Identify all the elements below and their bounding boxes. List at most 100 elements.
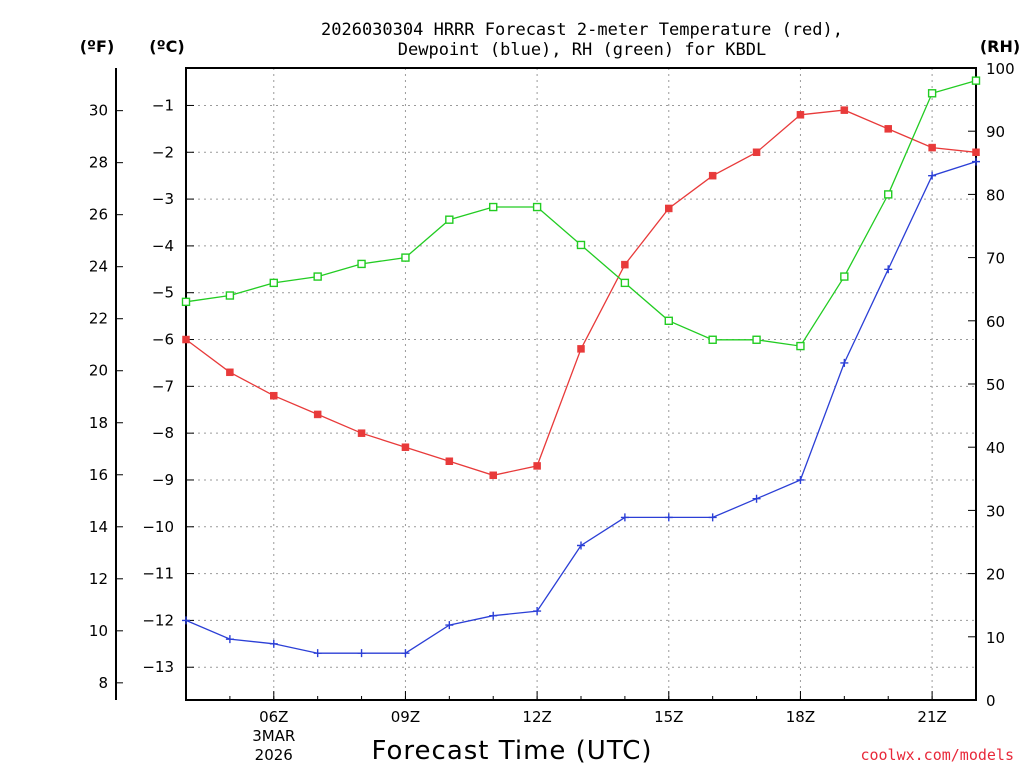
temperature-line <box>185 109 977 476</box>
tick-labels: 8 10 12 14 16 18 20 22 24 26 28 30 −1 −2 −3 −4 −5 −6 −7 −8 −… <box>89 60 1015 764</box>
rh-point <box>884 190 893 199</box>
temperature-point <box>928 143 936 152</box>
rh-line <box>185 79 977 347</box>
fahrenheit-tick-label: 8 <box>98 674 108 692</box>
dewpoint-point <box>225 635 234 644</box>
rh-tick-label: 80 <box>986 186 1005 204</box>
dewpoint-point <box>489 611 498 620</box>
rh-point <box>532 202 542 212</box>
temperature-point <box>840 106 849 114</box>
rh-tick-label: 70 <box>986 250 1005 268</box>
celsius-tick-label: −12 <box>142 611 174 629</box>
temperature-point <box>182 335 190 344</box>
x-tick-label: 12Z <box>522 708 551 726</box>
temperature-series <box>182 106 980 480</box>
rh-point <box>708 335 717 344</box>
celsius-tick-label: −7 <box>152 377 174 395</box>
temperature-point <box>401 443 410 451</box>
rh-point <box>225 291 235 300</box>
celsius-tick-label: −5 <box>152 284 174 302</box>
fahrenheit-tick-label: 24 <box>89 258 108 276</box>
fahrenheit-unit-label: (ºF) <box>80 37 115 56</box>
dewpoint-point <box>533 607 542 616</box>
x-tick-label: 21Z <box>917 708 946 726</box>
celsius-unit-label: (ºC) <box>149 37 184 56</box>
fahrenheit-tick-label: 22 <box>89 310 108 328</box>
fahrenheit-tick-label: 28 <box>89 154 108 172</box>
temperature-point <box>972 148 980 157</box>
rh-tick-label: 10 <box>986 629 1005 647</box>
rh-point <box>620 278 630 288</box>
celsius-tick-label: −3 <box>152 190 174 208</box>
chart-title-line2: Dewpoint (blue), RH (green) for KBDL <box>398 40 766 60</box>
axes <box>115 67 977 701</box>
rh-point <box>181 297 191 307</box>
chart-title-line1: 2026030304 HRRR Forecast 2-meter Tempera… <box>321 20 843 40</box>
fahrenheit-tick-label: 20 <box>89 362 108 380</box>
dewpoint-point <box>577 541 585 550</box>
temperature-point <box>708 171 717 180</box>
x-tick-date-label: 3MAR <box>252 727 295 745</box>
rh-tick-label: 90 <box>986 123 1005 141</box>
fahrenheit-tick-label: 14 <box>89 518 108 536</box>
temperature-point <box>884 125 892 133</box>
temperature-point <box>665 204 673 213</box>
rh-point <box>401 253 410 262</box>
site-credit: coolwx.com/models <box>860 746 1014 764</box>
dewpoint-point <box>357 649 366 658</box>
x-tick-label: 18Z <box>786 708 815 726</box>
dewpoint-point <box>884 265 893 274</box>
rh-series <box>181 76 981 351</box>
dewpoint-point <box>752 494 761 503</box>
grid-lines <box>186 68 976 700</box>
rh-point <box>313 272 322 281</box>
dewpoint-series <box>182 157 980 658</box>
fahrenheit-tick-label: 16 <box>89 466 108 484</box>
fahrenheit-tick-label: 26 <box>89 206 108 224</box>
celsius-tick-label: −11 <box>142 565 174 583</box>
dewpoint-point <box>182 616 190 625</box>
rh-point <box>489 202 498 212</box>
temperature-point <box>577 345 585 353</box>
plot-frame <box>185 67 977 701</box>
rh-tick-label: 50 <box>986 376 1005 394</box>
celsius-tick-label: −8 <box>152 424 174 442</box>
rh-point <box>927 89 937 98</box>
dewpoint-point <box>928 171 937 180</box>
temperature-point <box>621 260 629 269</box>
dewpoint-point <box>401 649 410 658</box>
dewpoint-point <box>664 513 673 522</box>
celsius-tick-label: −9 <box>152 471 174 489</box>
x-axis-title: Forecast Time (UTC) <box>371 736 652 766</box>
temperature-point <box>533 462 541 470</box>
temperature-point <box>270 391 278 400</box>
temperature-point <box>752 148 761 157</box>
rh-point <box>664 316 673 325</box>
rh-point <box>445 215 454 224</box>
temperature-point <box>796 111 805 119</box>
rh-tick-label: 20 <box>986 566 1005 584</box>
dewpoint-line <box>185 160 977 654</box>
rh-tick-label: 100 <box>986 60 1015 78</box>
temperature-point <box>445 457 454 465</box>
temperature-point <box>357 429 366 437</box>
rh-point <box>796 341 805 351</box>
rh-point <box>576 240 586 250</box>
rh-point <box>269 278 278 288</box>
dewpoint-point <box>708 513 717 522</box>
dewpoint-point <box>313 649 322 658</box>
rh-point <box>752 335 761 344</box>
celsius-tick-label: −10 <box>142 518 174 536</box>
x-tick-year-label: 2026 <box>255 746 293 764</box>
celsius-tick-label: −13 <box>142 658 174 676</box>
fahrenheit-tick-label: 30 <box>89 102 108 120</box>
dewpoint-point <box>796 475 805 484</box>
celsius-tick-label: −2 <box>152 143 174 161</box>
fahrenheit-tick-label: 18 <box>89 414 108 432</box>
x-tick-label: 06Z <box>259 708 288 726</box>
rh-unit-label: (RH) <box>980 37 1020 56</box>
rh-point <box>840 272 849 281</box>
celsius-tick-label: −1 <box>152 96 174 114</box>
dewpoint-point <box>269 639 278 648</box>
dewpoint-point <box>840 358 849 367</box>
